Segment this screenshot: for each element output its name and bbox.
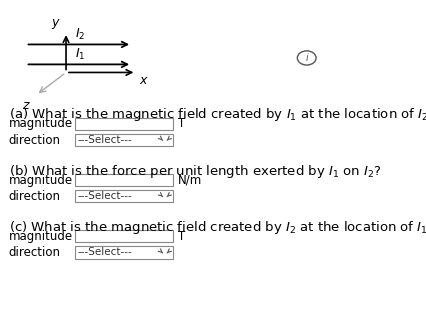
Text: $z$: $z$ xyxy=(22,99,31,111)
Bar xyxy=(75,190,173,202)
Text: direction: direction xyxy=(9,246,60,259)
Text: direction: direction xyxy=(9,190,60,203)
Text: ---Select---: ---Select--- xyxy=(78,135,133,145)
Text: magnitude: magnitude xyxy=(9,230,73,243)
Text: $x$: $x$ xyxy=(139,74,149,87)
Text: $y$: $y$ xyxy=(51,17,60,31)
Bar xyxy=(75,118,173,130)
Text: direction: direction xyxy=(9,134,60,147)
Bar xyxy=(75,134,173,146)
Text: ---Select---: ---Select--- xyxy=(78,191,133,201)
Text: ---Select---: ---Select--- xyxy=(78,247,133,258)
Text: magnitude: magnitude xyxy=(9,174,73,187)
Text: (b) What is the force per unit length exerted by $I_1$ on $I_2$?: (b) What is the force per unit length ex… xyxy=(9,163,381,180)
Bar xyxy=(75,230,173,242)
Bar xyxy=(75,246,173,259)
Text: T: T xyxy=(178,118,185,130)
Text: (a) What is the magnetic field created by $I_1$ at the location of $I_2$?: (a) What is the magnetic field created b… xyxy=(9,106,426,123)
Text: $I_2$: $I_2$ xyxy=(75,27,85,42)
Bar xyxy=(75,174,173,186)
Text: $I_1$: $I_1$ xyxy=(75,47,85,62)
Text: (c) What is the magnetic field created by $I_2$ at the location of $I_1$?: (c) What is the magnetic field created b… xyxy=(9,219,426,236)
Text: i: i xyxy=(305,53,308,63)
Text: T: T xyxy=(178,230,185,243)
Text: N/m: N/m xyxy=(178,174,202,187)
Text: magnitude: magnitude xyxy=(9,118,73,130)
